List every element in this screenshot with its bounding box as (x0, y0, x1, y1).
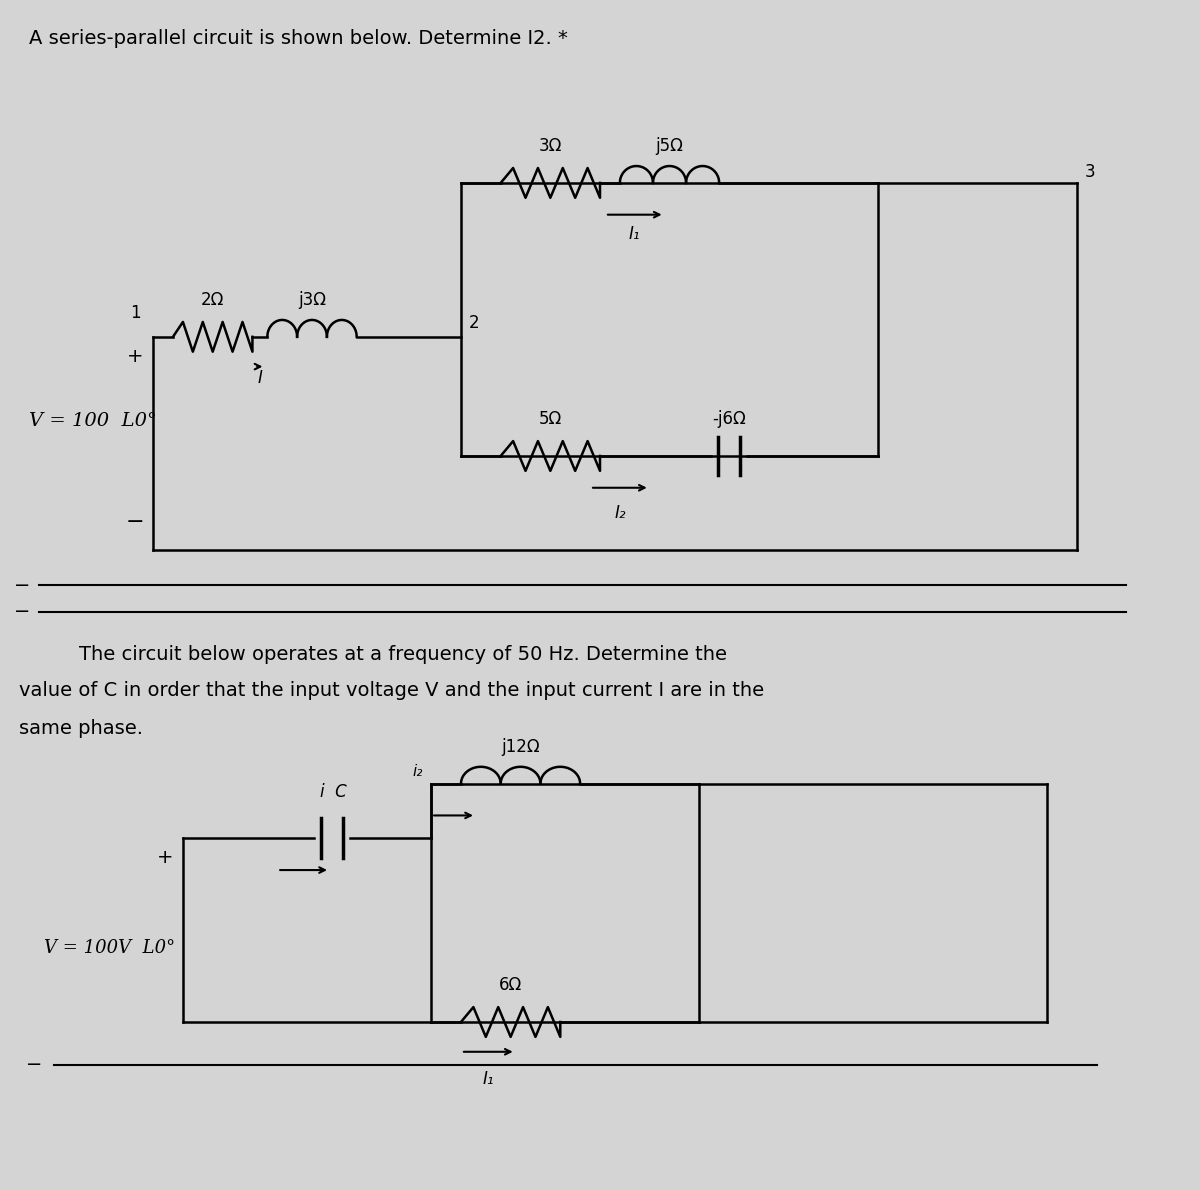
Text: A series-parallel circuit is shown below. Determine I2. *: A series-parallel circuit is shown below… (29, 29, 568, 48)
Text: j3Ω: j3Ω (298, 292, 326, 309)
Text: 1: 1 (131, 303, 142, 322)
Text: j5Ω: j5Ω (655, 137, 684, 155)
Text: 2Ω: 2Ω (202, 292, 224, 309)
Text: I₁: I₁ (482, 1070, 494, 1088)
Text: i  C: i C (320, 783, 347, 801)
Text: 6Ω: 6Ω (499, 976, 522, 994)
Text: 3Ω: 3Ω (539, 137, 562, 155)
Text: V = 100V  L0°: V = 100V L0° (44, 939, 175, 957)
Text: −: − (14, 576, 30, 595)
Text: 3: 3 (1085, 163, 1096, 181)
Text: The circuit below operates at a frequency of 50 Hz. Determine the: The circuit below operates at a frequenc… (54, 645, 727, 664)
Text: −: − (126, 513, 144, 532)
Text: 5Ω: 5Ω (539, 411, 562, 428)
Text: −: − (25, 1056, 42, 1075)
Text: I₂: I₂ (614, 503, 625, 521)
Text: value of C in order that the input voltage V and the input current I are in the: value of C in order that the input volta… (19, 682, 764, 701)
Text: V = 100  L0°: V = 100 L0° (29, 412, 157, 431)
Text: I: I (258, 369, 263, 387)
Text: −: − (14, 602, 30, 621)
Text: i₂: i₂ (413, 764, 424, 778)
Text: +: + (127, 346, 144, 365)
Text: -j6Ω: -j6Ω (713, 411, 746, 428)
Text: I₁: I₁ (629, 225, 641, 243)
Text: same phase.: same phase. (19, 719, 143, 738)
Text: +: + (157, 848, 173, 868)
Text: j12Ω: j12Ω (502, 738, 540, 756)
Text: 2: 2 (469, 314, 480, 332)
